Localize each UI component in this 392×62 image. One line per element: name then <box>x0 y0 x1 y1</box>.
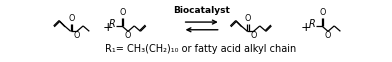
Text: O: O <box>119 8 126 17</box>
Text: O: O <box>325 31 331 40</box>
Text: O: O <box>73 31 80 40</box>
Text: Biocatalyst: Biocatalyst <box>173 6 230 15</box>
Text: R: R <box>309 19 316 29</box>
Text: O: O <box>245 14 251 23</box>
Text: +: + <box>103 21 114 34</box>
Text: O: O <box>250 31 256 40</box>
Text: R: R <box>109 19 116 29</box>
Text: O: O <box>68 14 74 23</box>
Text: O: O <box>125 31 131 40</box>
Text: O: O <box>319 8 326 17</box>
Text: +: + <box>300 21 311 34</box>
Text: R₁= CH₃(CH₂)₁₀ or fatty acid alkyl chain: R₁= CH₃(CH₂)₁₀ or fatty acid alkyl chain <box>105 44 296 54</box>
